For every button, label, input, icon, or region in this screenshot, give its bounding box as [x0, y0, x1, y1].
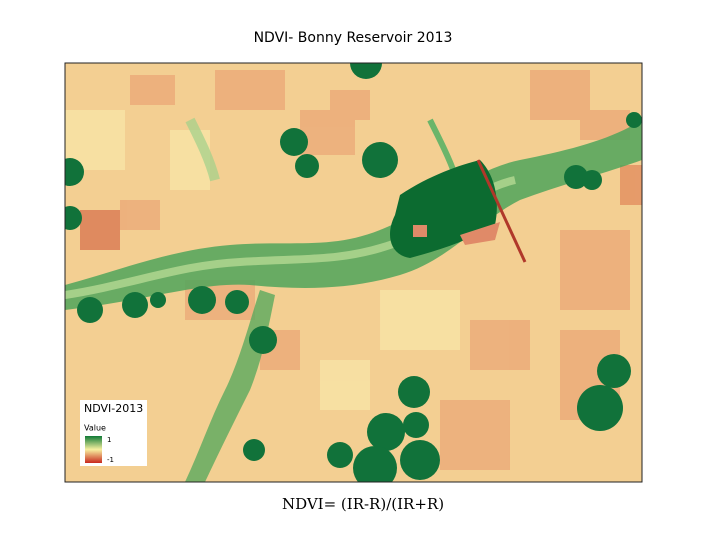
legend-low-label: -1 [107, 456, 114, 464]
caption: NDVI= (IR-R)/(IR+R) [282, 495, 444, 513]
ndvi-raster [65, 63, 642, 482]
map-frame [64, 62, 643, 483]
legend-subtitle: Value [84, 424, 106, 433]
legend: NDVI-2013 Value 1 -1 [80, 400, 147, 466]
map-title: NDVI- Bonny Reservoir 2013 [254, 30, 453, 46]
color-ramp [85, 436, 102, 463]
legend-high-label: 1 [107, 436, 111, 444]
legend-title: NDVI-2013 [84, 402, 143, 415]
